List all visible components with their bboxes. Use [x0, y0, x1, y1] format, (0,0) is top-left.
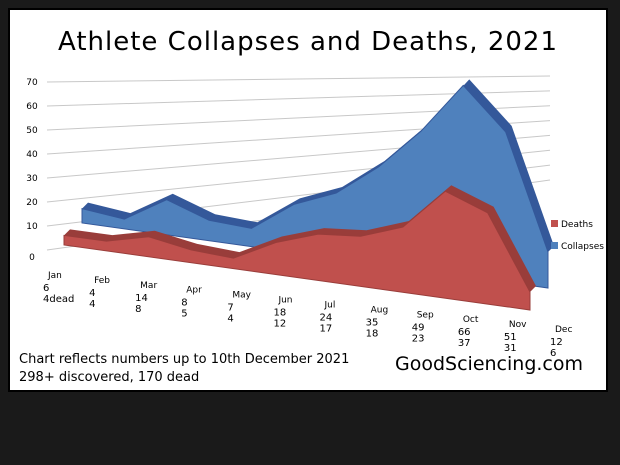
y-tick-30: 30 [26, 174, 38, 184]
month-label-nov: Nov [509, 320, 527, 330]
legend-swatch-deaths [551, 220, 558, 227]
data-labels: Jan64deadFeb44Mar148Apr85May74Jun1812Jul… [43, 271, 572, 359]
chart-title: Athlete Collapses and Deaths, 2021 [58, 27, 558, 57]
value-label-may-0: 7 [227, 303, 233, 314]
value-label-feb-1: 4 [89, 299, 95, 310]
y-axis-ticks: 0 10 20 30 40 50 60 70 [26, 78, 38, 263]
y-tick-70: 70 [26, 78, 38, 88]
y-tick-40: 40 [26, 150, 38, 160]
value-label-jan-1: 4dead [43, 294, 74, 305]
value-label-dec-0: 12 [550, 337, 563, 348]
value-label-aug-0: 35 [366, 317, 379, 328]
series-areas [63, 79, 554, 311]
y-tick-10: 10 [26, 222, 38, 232]
y-tick-20: 20 [26, 198, 38, 208]
month-label-feb: Feb [94, 276, 110, 286]
y-tick-50: 50 [26, 126, 38, 136]
month-label-aug: Aug [371, 305, 389, 315]
month-label-jan: Jan [47, 271, 62, 281]
month-label-mar: Mar [140, 281, 157, 291]
series-deaths-edge [64, 185, 536, 292]
value-label-aug-1: 18 [366, 328, 379, 339]
chart: Athlete Collapses and Deaths, 2021 0 10 20… [19, 27, 604, 385]
month-label-sep: Sep [417, 310, 434, 320]
value-label-jun-0: 18 [273, 308, 286, 319]
month-label-dec: Dec [555, 325, 572, 335]
value-label-oct-0: 66 [458, 327, 471, 338]
legend-label-collapses: Collapses [561, 242, 604, 252]
y-tick-0: 0 [29, 253, 35, 263]
value-label-apr-0: 8 [181, 298, 187, 309]
value-label-mar-0: 14 [135, 293, 148, 304]
footer-note-line1: Chart reflects numbers up to 10th Decemb… [19, 352, 349, 367]
footer-note-line2: 298+ discovered, 170 dead [19, 370, 199, 385]
month-label-jul: Jul [324, 300, 336, 310]
value-label-dec-1: 6 [550, 348, 556, 359]
y-tick-60: 60 [26, 102, 38, 112]
value-label-jul-1: 17 [320, 323, 333, 334]
legend-label-deaths: Deaths [561, 220, 593, 230]
value-label-feb-0: 4 [89, 288, 95, 299]
legend-swatch-collapses [551, 242, 558, 249]
month-label-jun: Jun [277, 296, 292, 306]
value-label-sep-1: 23 [412, 333, 425, 344]
site-watermark: GoodSciencing.com [395, 353, 583, 375]
value-label-may-1: 4 [227, 314, 233, 325]
series-deaths-area [63, 190, 531, 311]
month-label-apr: Apr [186, 286, 202, 296]
value-label-jan-0: 6 [43, 283, 49, 294]
month-label-oct: Oct [463, 315, 479, 325]
chart-frame: Athlete Collapses and Deaths, 2021 0 10 20… [8, 8, 608, 392]
gridline-70 [46, 75, 551, 83]
value-label-mar-1: 8 [135, 304, 141, 315]
value-label-jul-0: 24 [320, 312, 333, 323]
value-label-apr-1: 5 [181, 309, 187, 320]
value-label-nov-1: 31 [504, 343, 517, 354]
month-label-may: May [232, 291, 251, 301]
series-collapses-edge [82, 79, 554, 252]
legend: Deaths Collapses [551, 220, 604, 252]
value-label-sep-0: 49 [412, 322, 425, 333]
value-label-nov-0: 51 [504, 332, 517, 343]
value-label-jun-1: 12 [273, 319, 286, 330]
value-label-oct-1: 37 [458, 338, 471, 349]
